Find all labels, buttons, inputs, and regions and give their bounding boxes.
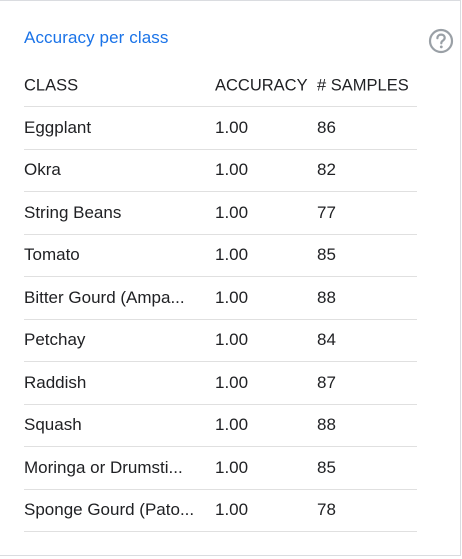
samples-cell: 86 <box>317 117 336 137</box>
table-row: Sponge Gourd (Pato... 1.00 78 <box>24 490 417 532</box>
samples-cell: 82 <box>317 160 336 180</box>
table-row: Eggplant 1.00 86 <box>24 107 417 150</box>
samples-cell: 78 <box>317 500 336 520</box>
class-name-cell: Sponge Gourd (Pato... <box>24 500 195 520</box>
samples-cell: 84 <box>317 330 336 350</box>
table-row: Okra 1.00 82 <box>24 150 417 192</box>
table-row: Bitter Gourd (Ampa... 1.00 88 <box>24 277 417 320</box>
table-row: Raddish 1.00 87 <box>24 362 417 405</box>
help-icon[interactable] <box>428 28 454 54</box>
table-row: String Beans 1.00 77 <box>24 192 417 235</box>
accuracy-cell: 1.00 <box>215 117 249 137</box>
accuracy-cell: 1.00 <box>215 500 249 520</box>
class-name-cell: String Beans <box>24 202 122 222</box>
accuracy-cell: 1.00 <box>215 330 249 350</box>
class-name-cell: Squash <box>24 415 82 435</box>
accuracy-cell: 1.00 <box>215 457 249 477</box>
samples-cell: 87 <box>317 372 336 392</box>
table-row: Petchay 1.00 84 <box>24 320 417 362</box>
class-name-cell: Tomato <box>24 245 80 265</box>
samples-cell: 85 <box>317 457 336 477</box>
class-name-cell: Moringa or Drumsti... <box>24 457 183 477</box>
accuracy-cell: 1.00 <box>215 202 249 222</box>
accuracy-cell: 1.00 <box>215 415 249 435</box>
samples-cell: 77 <box>317 202 336 222</box>
samples-cell: 85 <box>317 245 336 265</box>
table-header-row: CLASS ACCURACY # SAMPLES <box>24 65 417 107</box>
class-name-cell: Okra <box>24 160 61 180</box>
samples-cell: 88 <box>317 287 336 307</box>
accuracy-cell: 1.00 <box>215 160 249 180</box>
table-row: Squash 1.00 88 <box>24 405 417 447</box>
column-header-class[interactable]: CLASS <box>24 76 79 94</box>
class-name-cell: Raddish <box>24 372 87 392</box>
accuracy-cell: 1.00 <box>215 287 249 307</box>
panel-title: Accuracy per class <box>24 28 169 47</box>
table-row: Moringa or Drumsti... 1.00 85 <box>24 447 417 490</box>
accuracy-table: CLASS ACCURACY # SAMPLES Eggplant 1.00 86 O… <box>24 65 417 532</box>
class-name-cell: Petchay <box>24 330 86 350</box>
class-name-cell: Bitter Gourd (Ampa... <box>24 287 185 307</box>
column-header-samples[interactable]: # SAMPLES <box>317 76 409 94</box>
class-name-cell: Eggplant <box>24 117 92 137</box>
samples-cell: 88 <box>317 415 336 435</box>
accuracy-cell: 1.00 <box>215 245 249 265</box>
table-row: Tomato 1.00 85 <box>24 235 417 277</box>
accuracy-cell: 1.00 <box>215 372 249 392</box>
column-header-accuracy[interactable]: ACCURACY <box>215 76 308 94</box>
